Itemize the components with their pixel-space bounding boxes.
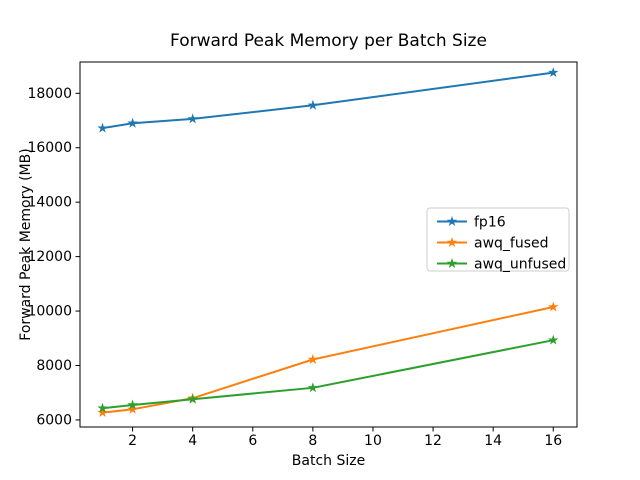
- data-point-marker-awq_fused: [307, 354, 319, 364]
- data-point-marker-fp16: [307, 99, 319, 110]
- legend-label-fp16: fp16: [474, 215, 506, 231]
- legend-entry-awq_fused: awq_fused: [437, 236, 549, 252]
- y-tick-label: 6000: [36, 412, 72, 428]
- data-point-marker-awq_unfused: [97, 402, 108, 413]
- data-point-marker-awq_fused: [127, 403, 138, 414]
- x-axis-label: Batch Size: [291, 453, 366, 469]
- y-tick-label: 8000: [36, 358, 72, 374]
- x-tick-label: 8: [308, 433, 317, 449]
- x-tick-label: 10: [364, 433, 382, 449]
- data-point-marker-awq_fused: [97, 407, 108, 418]
- legend: fp16 awq_fused awq_unfused: [426, 207, 570, 273]
- data-point-marker-awq_unfused: [307, 382, 319, 393]
- series-fp16: [97, 67, 559, 133]
- x-tick-label: 12: [424, 433, 442, 449]
- x-tick-label: 16: [544, 433, 562, 449]
- y-tick-label: 12000: [27, 249, 72, 265]
- data-point-marker-fp16: [127, 117, 138, 128]
- data-point-marker-awq_unfused: [548, 334, 559, 345]
- y-axis-label: Forward Peak Memory (MB): [18, 148, 34, 341]
- legend-marker-fp16: [446, 216, 458, 226]
- x-tick-label: 14: [484, 433, 502, 449]
- y-axis-ticks: 6000 8000 10000 12000 14000 16000 18000: [27, 86, 80, 428]
- data-point-marker-awq_unfused: [187, 393, 198, 404]
- data-point-marker-fp16: [548, 67, 559, 78]
- legend-label-awq_fused: awq_fused: [474, 236, 549, 252]
- series-awq_unfused: [97, 334, 559, 413]
- legend-box: [426, 207, 570, 272]
- data-point-marker-fp16: [187, 113, 198, 124]
- data-point-marker-awq_fused: [548, 301, 559, 312]
- legend-marker-awq_fused: [446, 237, 458, 247]
- chart-title: Forward Peak Memory per Batch Size: [170, 31, 487, 51]
- x-tick-label: 4: [188, 433, 197, 449]
- y-tick-label: 10000: [27, 304, 72, 320]
- x-axis-ticks: 2 4 6 8 10 12 14 16: [128, 427, 562, 449]
- x-tick-label: 2: [128, 433, 137, 449]
- data-point-marker-awq_unfused: [127, 399, 138, 410]
- y-tick-label: 18000: [27, 86, 72, 102]
- x-tick-label: 6: [248, 433, 257, 449]
- legend-entry-awq_unfused: awq_unfused: [437, 257, 566, 273]
- y-tick-label: 14000: [27, 195, 72, 211]
- legend-entry-fp16: fp16: [437, 215, 506, 231]
- legend-marker-awq_unfused: [446, 258, 458, 268]
- y-tick-label: 16000: [27, 140, 72, 156]
- data-point-marker-fp16: [97, 122, 108, 133]
- legend-label-awq_unfused: awq_unfused: [474, 257, 566, 273]
